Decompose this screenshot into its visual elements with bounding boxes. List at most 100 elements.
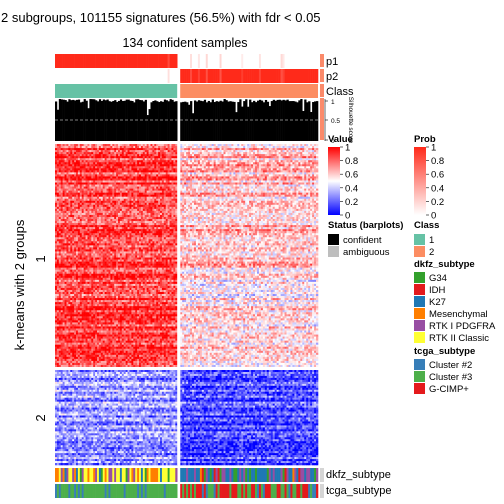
heatmap-cell [314,158,316,160]
heatmap-cell [253,146,255,148]
heatmap-cell [231,162,233,164]
heatmap-cell [251,150,253,152]
heatmap-cell [285,162,287,164]
heatmap-cell [105,164,107,166]
heatmap-cell [168,166,170,168]
heatmap-cell [271,164,273,166]
heatmap-cell [233,152,235,154]
heatmap-cell [116,144,118,146]
heatmap-cell [82,160,84,162]
p1-cell [154,54,156,68]
heatmap-cell [227,154,229,156]
p2-cell [129,69,131,83]
heatmap-cell [292,168,294,170]
heatmap-cell [290,166,292,168]
heatmap-cell [233,146,235,148]
heatmap-cell [184,156,186,158]
heatmap-cell [150,148,152,150]
heatmap-cell [55,158,57,160]
heatmap-cell [285,144,287,146]
heatmap-cell [233,168,235,170]
p1-cell [225,54,227,68]
heatmap-cell [300,152,302,154]
p1-cell [149,54,151,68]
heatmap-cell [190,146,192,148]
heatmap-cell [275,150,277,152]
heatmap-cell [186,146,188,148]
heatmap-cell [251,152,253,154]
heatmap-cell [257,158,259,160]
heatmap-cell [112,156,114,158]
p2-cell [175,69,177,83]
heatmap-cell [139,144,141,146]
heatmap-cell [292,158,294,160]
heatmap-cell [247,162,249,164]
heatmap-cell [154,162,156,164]
p2-cell [107,69,109,83]
heatmap-cell [91,164,93,166]
p1-cell [89,54,91,68]
heatmap-cell [194,170,196,172]
heatmap-cell [267,150,269,152]
heatmap-cell [87,162,89,164]
heatmap-cell [126,150,128,152]
heatmap-cell [55,154,57,156]
heatmap-cell [175,164,177,166]
heatmap-cell [310,146,312,148]
heatmap-cell [214,146,216,148]
heatmap-cell [139,152,141,154]
heatmap-cell [296,160,298,162]
heatmap-cell [166,144,168,146]
silhouette-bar [162,102,164,141]
heatmap-cell [263,166,265,168]
heatmap-cell [162,170,164,172]
p1-cell [212,54,214,68]
heatmap-cell [86,170,88,172]
heatmap-cell [220,154,222,156]
heatmap-cell [108,148,110,150]
p2-cell [296,69,298,83]
heatmap-cell [180,166,182,168]
silhouette-bar [273,100,275,141]
heatmap-cell [306,162,308,164]
p1-cell [66,54,68,68]
heatmap-cell [107,160,109,162]
heatmap-cell [198,148,200,150]
p1-cell [70,54,72,68]
heatmap-cell [292,144,294,146]
heatmap-cell [118,158,120,160]
heatmap-cell [182,150,184,152]
heatmap-cell [108,160,110,162]
heatmap-cell [269,170,271,172]
heatmap-cell [292,160,294,162]
heatmap-cell [145,144,147,146]
heatmap-cell [294,146,296,148]
p1-cell [63,54,65,68]
heatmap-cell [210,172,212,174]
heatmap-cell [279,150,281,152]
heatmap-cell [80,168,82,170]
heatmap-cell [218,166,220,168]
p2-cell [283,69,285,83]
heatmap-cell [192,158,194,160]
heatmap-cell [298,156,300,158]
heatmap-cell [192,148,194,150]
heatmap-cell [158,148,160,150]
heatmap-cell [59,170,61,172]
heatmap-cell [208,144,210,146]
heatmap-cell [235,168,237,170]
heatmap-cell [133,166,135,168]
heatmap-cell [87,154,89,156]
heatmap-cell [204,160,206,162]
heatmap-cell [243,170,245,172]
heatmap-cell [285,152,287,154]
heatmap-cell [239,168,241,170]
heatmap-cell [74,154,76,156]
heatmap-cell [273,166,275,168]
p2-cell [112,69,114,83]
heatmap-cell [103,152,105,154]
heatmap-cell [135,160,137,162]
heatmap-cell [198,172,200,174]
heatmap-cell [283,148,285,150]
